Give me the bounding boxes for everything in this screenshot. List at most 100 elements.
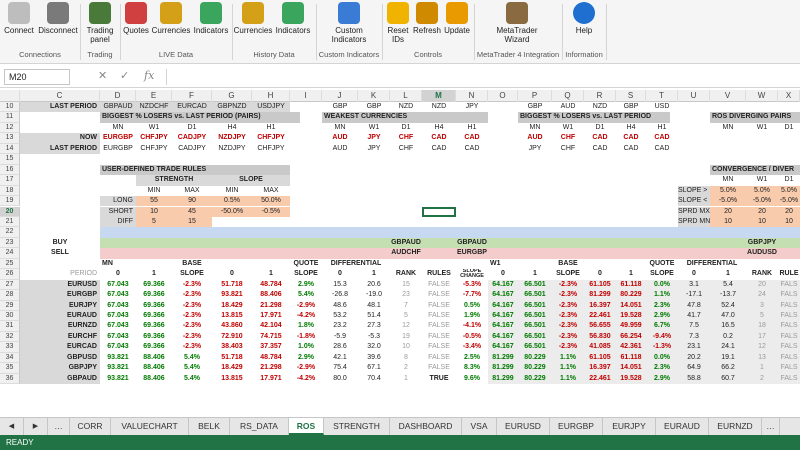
column-header-t[interactable]: T xyxy=(646,90,678,102)
cell[interactable] xyxy=(422,206,456,217)
cell[interactable]: QUOTE xyxy=(293,259,319,267)
cell[interactable]: MN xyxy=(102,259,113,267)
cell[interactable]: 64.167 xyxy=(488,321,518,332)
cell[interactable]: -2.3% xyxy=(182,291,202,299)
cell[interactable]: 42.104 xyxy=(260,322,282,330)
cell[interactable]: 10 xyxy=(402,343,410,351)
cell[interactable]: JPY xyxy=(465,103,479,110)
ribbon-button-connect[interactable]: Connect xyxy=(2,2,36,38)
cell[interactable] xyxy=(100,227,800,238)
cell[interactable]: 23 xyxy=(402,291,410,299)
cell[interactable]: MN xyxy=(112,123,124,131)
cell[interactable]: 2.9% xyxy=(646,373,678,385)
cell[interactable]: EURCAD xyxy=(20,342,100,353)
cell[interactable]: 7.3 xyxy=(678,331,710,343)
cell[interactable]: CHF xyxy=(560,144,576,152)
cell[interactable]: 81.299 xyxy=(584,290,616,301)
cell[interactable]: 88.406 xyxy=(143,353,165,361)
cell[interactable]: NZDJPY xyxy=(218,134,246,142)
row-header[interactable]: 15 xyxy=(0,154,20,165)
cell[interactable]: FALS xyxy=(778,352,800,364)
cell[interactable]: 2.9% xyxy=(646,311,678,322)
ribbon-button-help[interactable]: Help xyxy=(566,2,602,38)
ribbon-button-currencies[interactable]: Currencies xyxy=(150,2,192,38)
cell[interactable]: 8 xyxy=(404,353,408,361)
cell[interactable]: RANK xyxy=(395,270,417,278)
cell[interactable]: FALSE xyxy=(428,322,450,330)
tab-strength[interactable]: STRENGTH xyxy=(324,418,390,435)
cell[interactable]: CADJPY xyxy=(177,134,207,142)
cell[interactable]: CAD xyxy=(592,134,608,142)
column-header-u[interactable]: U xyxy=(678,90,710,102)
cell[interactable]: D1 xyxy=(401,123,411,131)
cell[interactable]: MN xyxy=(722,123,734,131)
cell[interactable]: 16.397 xyxy=(584,300,616,311)
cell[interactable]: 41.7 xyxy=(678,311,710,322)
cell[interactable]: CHFJPY xyxy=(140,144,168,152)
column-header-f[interactable]: F xyxy=(172,90,212,102)
cell[interactable]: H1 xyxy=(467,123,477,131)
cell[interactable]: 81.299 xyxy=(488,363,518,374)
cell[interactable]: EURCHF xyxy=(20,331,100,343)
cell[interactable]: EURNZD xyxy=(20,321,100,332)
cell[interactable]: -2.3% xyxy=(552,342,584,353)
cell[interactable]: D1 xyxy=(187,123,197,131)
cell[interactable]: -7.7% xyxy=(462,291,482,299)
cell[interactable]: 5.4% xyxy=(184,364,200,372)
row-header[interactable]: 32 xyxy=(0,331,20,343)
cell[interactable]: 51.718 xyxy=(221,353,243,361)
cell[interactable]: W1 xyxy=(368,123,380,131)
row-header[interactable]: 26 xyxy=(0,269,20,280)
cell[interactable]: 16.5 xyxy=(710,321,746,332)
cell[interactable]: -17.1 xyxy=(678,290,710,301)
cell[interactable]: 69.366 xyxy=(143,322,165,330)
cell[interactable]: -2.3% xyxy=(552,311,584,322)
cell[interactable]: MAX xyxy=(184,186,200,194)
cell[interactable]: FALS xyxy=(778,363,800,374)
cell[interactable]: 37.357 xyxy=(260,343,282,351)
cell[interactable]: 19.1 xyxy=(710,352,746,364)
cell[interactable]: -4.2% xyxy=(296,312,316,319)
cell[interactable]: 52.4 xyxy=(710,300,746,311)
cell[interactable]: 90 xyxy=(172,196,212,207)
cell[interactable]: 20 xyxy=(746,279,778,291)
cell[interactable]: AUDUSD xyxy=(746,248,778,259)
tab-euraud[interactable]: EURAUD xyxy=(656,418,709,435)
ribbon-button-refresh[interactable]: Refresh xyxy=(410,2,444,38)
cell[interactable]: SPRD MX xyxy=(678,206,710,217)
cell[interactable]: 0 xyxy=(501,270,505,278)
cell[interactable]: 1 xyxy=(629,270,633,278)
column-header-k[interactable]: K xyxy=(358,90,390,102)
cell[interactable]: 49.959 xyxy=(616,321,646,332)
row-header[interactable]: 23 xyxy=(0,237,20,249)
cell[interactable]: SLOPE xyxy=(212,175,290,186)
cell[interactable]: 0 xyxy=(230,270,234,278)
ribbon-button-history-indicators[interactable]: Indicators xyxy=(272,2,314,38)
column-header-s[interactable]: S xyxy=(616,90,646,102)
cell[interactable]: CHFJPY xyxy=(140,134,168,142)
cell[interactable]: 66.501 xyxy=(518,300,552,311)
cell[interactable]: 80.0 xyxy=(333,374,347,382)
cell[interactable]: 32.0 xyxy=(367,343,381,351)
row-header[interactable]: 34 xyxy=(0,352,20,364)
cell[interactable]: 67.1 xyxy=(367,364,381,372)
cell[interactable]: 1.8% xyxy=(298,322,314,330)
cell[interactable]: FALSE xyxy=(428,312,450,319)
cell[interactable]: 1.0% xyxy=(298,343,314,351)
ribbon-button-history-currencies[interactable]: Currencies xyxy=(232,2,274,38)
cell[interactable]: 69.366 xyxy=(143,301,165,309)
cell[interactable]: SLOPE xyxy=(650,270,674,278)
tab-scroll-right-icon[interactable]: ▶ xyxy=(24,418,48,435)
cell[interactable]: FALS xyxy=(778,331,800,343)
cell[interactable]: BUY xyxy=(52,238,68,246)
row-header[interactable]: 31 xyxy=(0,321,20,332)
cell[interactable]: 7 xyxy=(404,301,408,309)
cell[interactable]: -3.4% xyxy=(462,343,482,351)
cell[interactable]: AUDCHF xyxy=(390,248,422,259)
ribbon-button-trading-panel[interactable]: Trading panel xyxy=(84,2,116,44)
cell[interactable]: 17.971 xyxy=(260,312,282,319)
cell[interactable]: 51.718 xyxy=(221,280,243,288)
cell[interactable]: CAD xyxy=(592,144,608,152)
cell[interactable]: 61.118 xyxy=(616,279,646,291)
cell[interactable]: EURCAD xyxy=(172,102,212,113)
